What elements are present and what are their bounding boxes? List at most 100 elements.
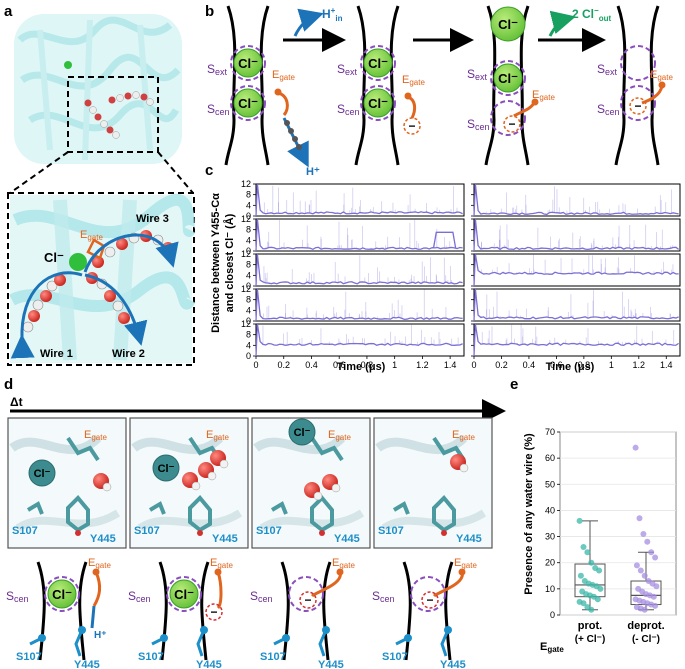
c-ytick-label: 0 <box>246 351 251 361</box>
svg-text:Cl⁻: Cl⁻ <box>498 71 518 86</box>
chloride-ion-ball <box>69 253 87 271</box>
c-xtick-label: 1 <box>609 360 614 370</box>
data-point <box>632 444 639 451</box>
s-ext-label: Sext <box>207 62 228 77</box>
wire-1-label: Wire 1 <box>40 348 73 360</box>
svg-text:Scen: Scen <box>467 117 490 132</box>
h-in-label: H+in <box>322 6 343 23</box>
snapshot-y445-label: Y445 <box>334 533 360 545</box>
e-ytick-label: 40 <box>545 505 555 515</box>
c-xtick-label: 0.4 <box>305 360 318 370</box>
data-point <box>576 517 583 524</box>
scheme-s107-label: S107 <box>382 651 408 663</box>
s-cen-label: Scen <box>207 102 230 117</box>
panel-label-b: b <box>205 3 214 20</box>
c-xtick-label: 1.4 <box>444 360 457 370</box>
c-xtick-label: 0.6 <box>550 360 563 370</box>
c-ytick-label: 4 <box>246 340 251 350</box>
scheme-egate-label: Egate <box>88 557 111 570</box>
box-prot <box>574 517 606 613</box>
svg-text:Cl⁻: Cl⁻ <box>174 587 194 602</box>
svg-text:Scen: Scen <box>597 102 620 117</box>
water-wire-1-molecules <box>22 274 66 333</box>
c-xtick-label: 0.6 <box>333 360 346 370</box>
scheme-1: Cl⁻ Scen Egate H⁺ S107 Y445 <box>6 557 111 669</box>
e-ytick-label: 10 <box>545 584 555 594</box>
md-snapshots: Cl⁻ Egate S107 Y445 Cl⁻ Egate S107 Y445 Cl⁻ Egate… <box>7 417 493 549</box>
data-point <box>597 585 604 592</box>
scheme-y445-label: Y445 <box>196 659 222 669</box>
e-ytick-label: 60 <box>545 453 555 463</box>
panel-label-a: a <box>4 3 13 20</box>
e-category-note: (+ Cl⁻) <box>575 634 606 645</box>
distance-plot-r3-c2 <box>471 253 681 287</box>
snapshot-y445-label: Y445 <box>456 533 482 545</box>
c-ytick-label: 4 <box>246 200 251 210</box>
snapshot-s107-label: S107 <box>134 525 160 537</box>
c-xlabel-left: Time (μs) <box>337 361 386 373</box>
scheme-y445-label: Y445 <box>440 659 466 669</box>
panel-label-c: c <box>205 162 213 179</box>
c-ytick-label: 12 <box>241 214 251 224</box>
e-ylabel: Presence of any water wire (%) <box>523 433 535 595</box>
panel-label-d: d <box>4 376 13 393</box>
c-xtick-label: 0.4 <box>523 360 536 370</box>
scheme-egate-label: Egate <box>454 557 477 570</box>
c-ytick-label: 4 <box>246 235 251 245</box>
distance-plot-r4-c2 <box>471 288 681 322</box>
data-point <box>636 515 643 522</box>
svg-text:Scen: Scen <box>337 102 360 117</box>
wire-2-label: Wire 2 <box>112 348 145 360</box>
scheme-egate-label: Egate <box>332 557 355 570</box>
c-ylabel: Distance between Y455-Cα and closest Cl⁻ … <box>210 193 236 333</box>
svg-text:Cl⁻: Cl⁻ <box>368 96 388 111</box>
c-xlabel-right: Time (μs) <box>546 361 595 373</box>
c-ytick-label: 12 <box>241 249 251 259</box>
scheme-scen-label: Scen <box>372 589 395 604</box>
svg-text:Egate: Egate <box>532 89 555 102</box>
svg-text:Sext: Sext <box>467 67 488 82</box>
scheme-s107-label: S107 <box>260 651 286 663</box>
c-xtick-label: 1.2 <box>416 360 429 370</box>
c-ytick-label: 8 <box>246 295 251 305</box>
scheme-2: Cl⁻ Scen Egate − S107 Y445 <box>128 557 233 669</box>
c-ytick-label: 12 <box>241 319 251 329</box>
distance-trace <box>255 253 463 287</box>
zoom-box <box>67 76 159 153</box>
data-point <box>637 567 644 574</box>
panel-b: b Cl⁻ Cl⁻ Sext Scen Egate H⁺ H+in <box>205 3 673 178</box>
e-ytick-label: 0 <box>550 610 555 620</box>
e-ytick-label: 30 <box>545 532 555 542</box>
scheme-s107-label: S107 <box>16 651 42 663</box>
data-point <box>577 572 584 579</box>
snapshot-s107-label: S107 <box>256 525 282 537</box>
chloride-overview-ball <box>64 61 72 69</box>
c-ytick-label: 8 <box>246 225 251 235</box>
distance-trace <box>255 288 463 322</box>
data-point <box>588 559 595 566</box>
egate-label-b1: Egate <box>272 69 295 82</box>
data-point <box>652 554 659 561</box>
pore-schemes: Cl⁻ Scen Egate H⁺ S107 Y445 Cl⁻ Scen Egate − S107 Y… <box>6 557 477 669</box>
delta-t-label: Δt <box>10 395 23 409</box>
svg-text:Cl⁻: Cl⁻ <box>368 56 388 71</box>
distance-plot-r5-c2: 0 0.2 0.4 0.6 0.8 1 1.2 1.4 <box>471 323 681 370</box>
water-chain-overview <box>84 91 154 139</box>
box-deprot <box>630 444 662 613</box>
scheme-4: Scen Egate − S107 Y445 <box>372 557 477 669</box>
panel-d: d Δt Cl⁻EgateS107Y445Cl⁻EgateS107Y445Cl⁻… <box>4 376 506 669</box>
pore-stage-3: Cl⁻ Cl⁻ Sext Scen Egate − <box>467 5 555 166</box>
distance-plot-r1-c2 <box>471 183 681 217</box>
svg-text:−: − <box>634 99 641 113</box>
data-point <box>594 596 601 603</box>
distance-trace <box>473 253 679 287</box>
c-ytick-label: 0 <box>246 211 251 221</box>
data-point <box>584 549 591 556</box>
e-category-label: deprot. <box>627 620 664 632</box>
scheme-y445-label: Y445 <box>318 659 344 669</box>
data-point <box>580 600 587 607</box>
